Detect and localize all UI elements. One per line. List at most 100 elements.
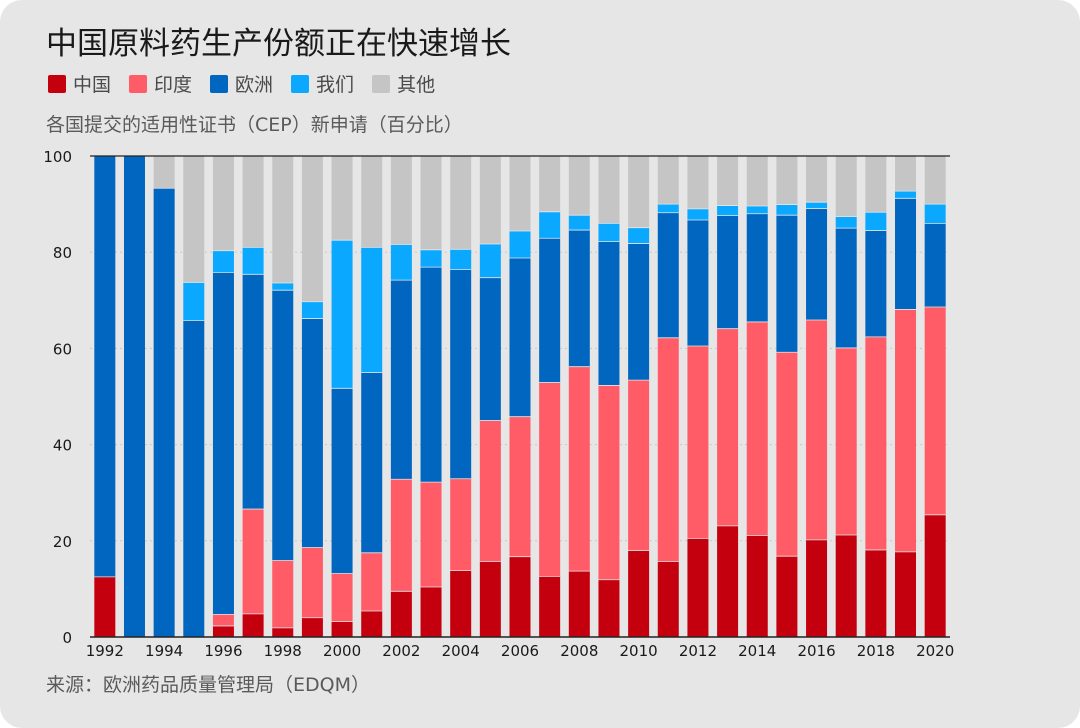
bar-segment [806, 156, 828, 203]
bar-segment [717, 156, 739, 206]
bar-segment [331, 156, 353, 241]
bar-segment [94, 156, 116, 577]
bar-segment [657, 561, 679, 637]
bar-segment [717, 328, 739, 526]
bar-segment [479, 156, 501, 245]
bar-segment [212, 272, 234, 615]
bar-segment [835, 535, 857, 637]
y-tick-label: 100 [43, 148, 72, 166]
source-note: 来源：欧洲药品质量管理局（EDQM） [46, 674, 370, 696]
bar-segment [687, 156, 709, 209]
bar-segment [776, 215, 798, 353]
legend-item-other: 其他 [372, 70, 435, 97]
bar-segment [420, 267, 442, 483]
bar-segment [301, 318, 323, 548]
bar-segment [687, 219, 709, 346]
bar-segment [390, 591, 412, 637]
bar-segment [865, 336, 887, 550]
bar-segment [331, 388, 353, 574]
bar-segment [924, 204, 946, 224]
bar-segment [657, 337, 679, 562]
y-tick-label: 0 [62, 629, 72, 647]
bar-segment [301, 301, 323, 319]
bar-segment [539, 576, 561, 637]
bar-segment [598, 579, 620, 637]
bar-segment [776, 352, 798, 557]
y-tick-label: 80 [53, 244, 72, 262]
bar-segment [272, 560, 294, 628]
bar-segment [746, 206, 768, 214]
bar-segment [539, 156, 561, 212]
bar-segment [390, 244, 412, 281]
bar-segment [450, 249, 472, 270]
bar-segment [895, 191, 917, 199]
bar-segment [568, 571, 590, 637]
bar-segment [806, 320, 828, 540]
bar-segment [628, 550, 650, 637]
bar-segment [717, 525, 739, 637]
bar-segment [272, 290, 294, 561]
bar-segment [212, 614, 234, 626]
bar-segment [153, 188, 175, 638]
bar-segment [212, 250, 234, 273]
bar-segment [212, 625, 234, 637]
bar-segment [450, 478, 472, 571]
bar-segment [420, 482, 442, 587]
x-tick-label: 2018 [857, 642, 895, 660]
bar-segment [450, 156, 472, 250]
x-tick-label: 2010 [620, 642, 658, 660]
bar-segment [924, 223, 946, 308]
bar-segment [835, 347, 857, 536]
bar-segment [776, 204, 798, 216]
bar-segment [361, 611, 383, 637]
x-tick-label: 2006 [501, 642, 539, 660]
bar-segment [183, 320, 205, 637]
bar-segment [301, 156, 323, 302]
bar-segment [657, 204, 679, 213]
bar-segment [657, 212, 679, 338]
bar-segment [598, 385, 620, 580]
bar-segment [420, 249, 442, 268]
bar-segment [568, 230, 590, 367]
bar-segment [242, 509, 264, 614]
legend-swatch-china [48, 74, 66, 93]
bar-segment [598, 223, 620, 242]
bar-segment [272, 156, 294, 283]
legend-label-europe: 欧洲 [235, 74, 274, 96]
bar-segment [746, 321, 768, 536]
y-tick-label: 60 [53, 340, 72, 358]
chart-subtitle: 各国提交的适用性证书（CEP）新申请（百分比） [46, 114, 463, 136]
bar-segment [924, 156, 946, 205]
bar-segment [301, 547, 323, 618]
bar-segment [776, 556, 798, 637]
bar-segment [183, 156, 205, 283]
x-tick-label: 2004 [442, 642, 480, 660]
legend-swatch-europe [210, 74, 229, 93]
bar-segment [628, 380, 650, 551]
bar-segment [568, 156, 590, 216]
bar-segment [331, 621, 353, 637]
legend-label-us: 我们 [316, 74, 355, 96]
bar-segment [628, 243, 650, 381]
bar-segment [895, 309, 917, 552]
x-tick-label: 2020 [916, 642, 954, 660]
bar-segment [301, 617, 323, 637]
legend: 中国 印度 欧洲 我们 其他 [48, 70, 453, 97]
bar-segment [746, 535, 768, 637]
bar-segment [806, 202, 828, 209]
bar-segment [835, 216, 857, 229]
bar-segment [479, 244, 501, 278]
bar-segment [895, 551, 917, 637]
bar-segment [628, 156, 650, 228]
chart-title: 中国原料药生产份额正在快速增长 [46, 26, 511, 62]
bar-segment [687, 208, 709, 220]
bar-segment [687, 345, 709, 539]
bar-segment [657, 156, 679, 205]
bar-segment [242, 613, 264, 637]
x-tick-label: 1996 [204, 642, 242, 660]
x-tick-label: 2000 [323, 642, 361, 660]
bar-segment [628, 227, 650, 244]
y-tick-label: 20 [53, 533, 72, 551]
bar-segment [509, 257, 531, 417]
bar-segment [183, 282, 205, 321]
